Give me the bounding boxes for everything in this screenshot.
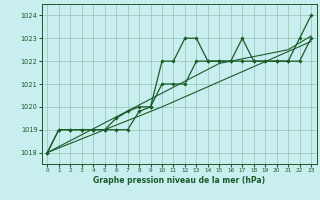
X-axis label: Graphe pression niveau de la mer (hPa): Graphe pression niveau de la mer (hPa) xyxy=(93,176,265,185)
